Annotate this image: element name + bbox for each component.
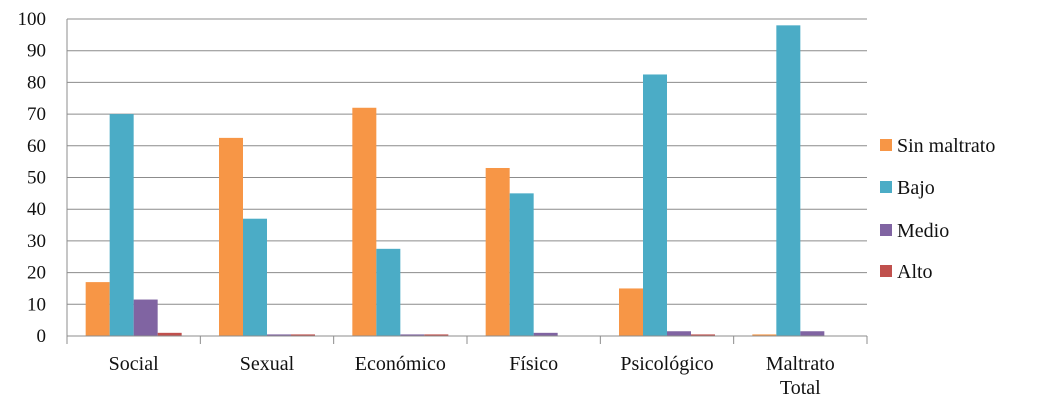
bar-sin-maltrato [85, 282, 110, 336]
y-tick-label: 60 [27, 136, 46, 157]
bar-bajo [643, 74, 667, 336]
legend-label: Alto [897, 261, 933, 283]
bar-bajo [509, 193, 534, 336]
y-tick-label: 50 [27, 168, 46, 189]
x-category-label: Físico [509, 353, 558, 375]
bar-medio [133, 299, 158, 336]
x-category-label: Económico [355, 353, 446, 375]
bar-sin-maltrato [352, 107, 377, 336]
bar-alto [424, 334, 449, 336]
legend-swatch [880, 224, 892, 236]
bar-sin-maltrato [485, 167, 510, 336]
y-tick-label: 30 [27, 231, 46, 252]
bar-bajo [376, 248, 401, 336]
x-category-label: Maltrato [766, 353, 835, 375]
bar-sin-maltrato [752, 334, 777, 336]
bar-sin-maltrato [219, 137, 243, 336]
y-tick-label: 20 [27, 263, 46, 284]
bar-medio [800, 331, 825, 336]
y-tick-label: 90 [27, 41, 46, 62]
bars [85, 25, 825, 337]
legend-label: Bajo [897, 177, 935, 199]
legend: Sin maltrato Bajo Medio Alto [880, 135, 995, 283]
legend-label: Medio [897, 220, 949, 242]
bar-bajo [243, 218, 267, 336]
x-category-label: Total [780, 377, 821, 399]
bar-sin-maltrato [619, 288, 643, 336]
bar-medio [267, 334, 291, 336]
x-category-label: Social [109, 353, 159, 375]
y-tick-label: 100 [18, 9, 47, 30]
x-category-label: Sexual [240, 353, 295, 375]
legend-swatch [880, 139, 892, 151]
gridlines [67, 18, 867, 305]
bar-alto [157, 332, 182, 336]
bar-medio [667, 331, 691, 336]
x-category-label: Psicológico [620, 353, 713, 375]
bar-alto [291, 334, 315, 336]
bar-medio [400, 334, 425, 336]
bar-bajo [109, 114, 134, 336]
bar-medio [533, 332, 558, 336]
bar-bajo [776, 25, 801, 337]
legend-label: Sin maltrato [897, 135, 995, 157]
y-axis: 0 10 20 30 40 50 60 70 80 90 100 [18, 9, 68, 347]
bar-alto [691, 334, 715, 336]
y-tick-label: 70 [27, 104, 46, 125]
legend-swatch [880, 265, 892, 277]
y-tick-label: 80 [27, 72, 46, 93]
y-tick-label: 0 [37, 326, 47, 347]
x-axis: Social Sexual Económico Físico Psicológico Ma… [66, 335, 868, 399]
y-tick-label: 10 [27, 294, 46, 315]
legend-swatch [880, 181, 892, 193]
y-tick-label: 40 [27, 199, 46, 220]
